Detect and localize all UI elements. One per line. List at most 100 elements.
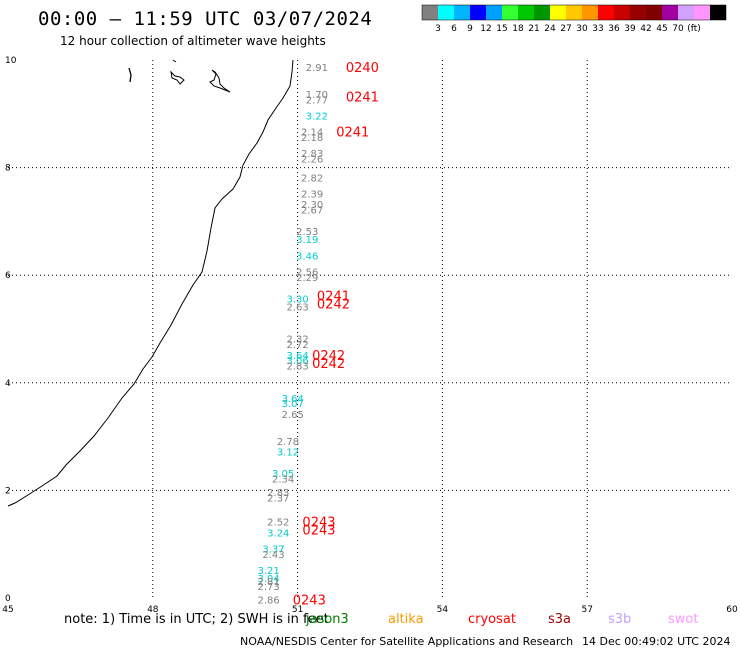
colorbar-swatch [486,5,502,20]
colorbar-tick-label: 15 [496,24,507,34]
wave-height-label: 3.37 [262,545,284,556]
colorbar-swatch [502,5,518,20]
pass-time-label: 0243 [302,524,335,539]
wave-height-label: 2.18 [301,133,323,144]
y-tick-label: 10 [5,56,17,66]
wave-height-label: 3.06 [286,356,308,367]
observations-layer: 2.911.702.773.222.142.182.832.262.822.39… [258,63,329,607]
wave-height-label: 3.64 [286,351,308,362]
colorbar-tick-label: 27 [560,24,571,34]
wave-height-label: 3.64 [282,394,304,405]
mission-label-jason3: jason3 [306,612,349,627]
wave-height-label: 2.91 [306,63,328,74]
credit-text: NOAA/NESDIS Center for Satellite Applica… [240,635,574,648]
colorbar-swatch [550,5,566,20]
colorbar-swatch [614,5,630,20]
colorbar-swatch [438,5,454,20]
colorbar-swatch [662,5,678,20]
mission-label-s3a: s3a [548,612,572,627]
wave-height-label: 2.83 [267,488,289,499]
wave-height-label: 2.73 [258,582,280,593]
wave-height-label: 2.63 [286,302,308,313]
wave-height-label: 3.24 [267,528,289,539]
footer-note: note: 1) Time is in UTC; 2) SWH is in fe… [64,612,329,627]
x-tick-label: 57 [581,605,592,615]
colorbar-tick-label: 30 [576,24,588,34]
y-tick-label: 6 [5,271,11,281]
wave-height-label: 3.30 [286,294,308,305]
colorbar-tick-label: 18 [512,24,524,34]
island-1 [128,67,132,83]
page-title: 00:00 – 11:59 UTC 03/07/2024 [38,8,373,30]
x-tick-label: 54 [437,605,449,615]
wave-height-label: 1.70 [306,90,328,101]
y-tick-label: 8 [5,164,11,174]
y-tick-label: 4 [5,379,11,389]
pass-time-label: 0241 [346,91,379,106]
mission-label-altika: altika [388,612,424,627]
colorbar-tick-label: 70 [672,24,684,34]
wave-height-label: 2.26 [301,154,323,165]
pass-time-label: 0243 [293,594,326,609]
wave-height-label: 2.81 [258,577,280,588]
wave-height-label: 3.46 [296,251,318,262]
wave-height-label: 2.32 [286,335,308,346]
colorbar-swatch [598,5,614,20]
mission-label-cryosat: cryosat [468,612,516,627]
pass-time-label: 0242 [312,349,345,364]
timestamp-text: 14 Dec 00:49:02 UTC 2024 [582,635,731,648]
colorbar-swatch [694,5,710,20]
wave-height-label: 2.78 [277,437,299,448]
pass-time-label: 0242 [317,298,350,313]
colorbar-swatch [646,5,662,20]
colorbar-swatch [470,5,486,20]
wave-height-label: 3.19 [296,235,318,246]
wave-height-label: 2.29 [296,273,318,284]
colorbar-tick-label: (ft) [687,24,701,34]
pass-time-label: 0242 [312,357,345,372]
x-tick-label: 60 [726,605,738,615]
colorbar-swatch [566,5,582,20]
wave-height-label: 3.07 [282,399,304,410]
wave-height-label: 2.30 [301,200,323,211]
colorbar-tick-label: 39 [624,24,636,34]
wave-height-label: 2.65 [282,410,304,421]
colorbar-tick-label: 21 [528,24,539,34]
colorbar-tick-label: 33 [592,24,603,34]
wave-height-label: 2.72 [286,340,308,351]
wave-height-label: 2.14 [301,128,323,139]
mission-label-s3b: s3b [608,612,632,627]
wave-height-label: 2.83 [301,149,323,160]
x-tick-label: 45 [2,605,13,615]
colorbar-tick-label: 6 [451,24,457,34]
colorbar-legend: 3 6 9 12 15 18 21 24 27 30 33 36 39 42 45 70 (ft) [421,4,727,34]
wave-height-label: 3.05 [272,469,294,480]
x-tick-label: 48 [147,605,159,615]
pass-time-label: 0241 [317,290,350,305]
page-subtitle: 12 hour collection of altimeter wave hei… [60,34,326,48]
wave-height-label: 2.83 [286,362,308,373]
colorbar-tick-label: 12 [480,24,491,34]
wave-height-label: 2.34 [272,475,294,486]
wave-height-label: 3.21 [258,566,280,577]
colorbar-swatch [630,5,646,20]
coastline-path [7,59,294,507]
colorbar-tick-label: 24 [544,24,556,34]
x-tick-label: 51 [292,605,303,615]
island-2 [170,59,185,85]
colorbar-swatch [422,5,438,20]
colorbar-swatch [710,5,726,20]
wave-height-label: 3.12 [277,448,299,459]
map-grid: 45 48 51 54 57 60 0 2 4 6 8 10 [2,56,738,615]
wave-height-label: 2.82 [301,173,323,184]
wave-height-label: 2.53 [296,227,318,238]
colorbar-tick-label: 45 [656,24,667,34]
wave-height-label: 2.86 [258,596,280,607]
wave-height-label: 2.77 [306,95,328,106]
wave-height-label: 2.39 [301,189,323,200]
island-3 [209,69,231,93]
colorbar-frame [421,4,727,21]
colorbar-swatch [518,5,534,20]
wave-height-label: 3.22 [306,111,328,122]
